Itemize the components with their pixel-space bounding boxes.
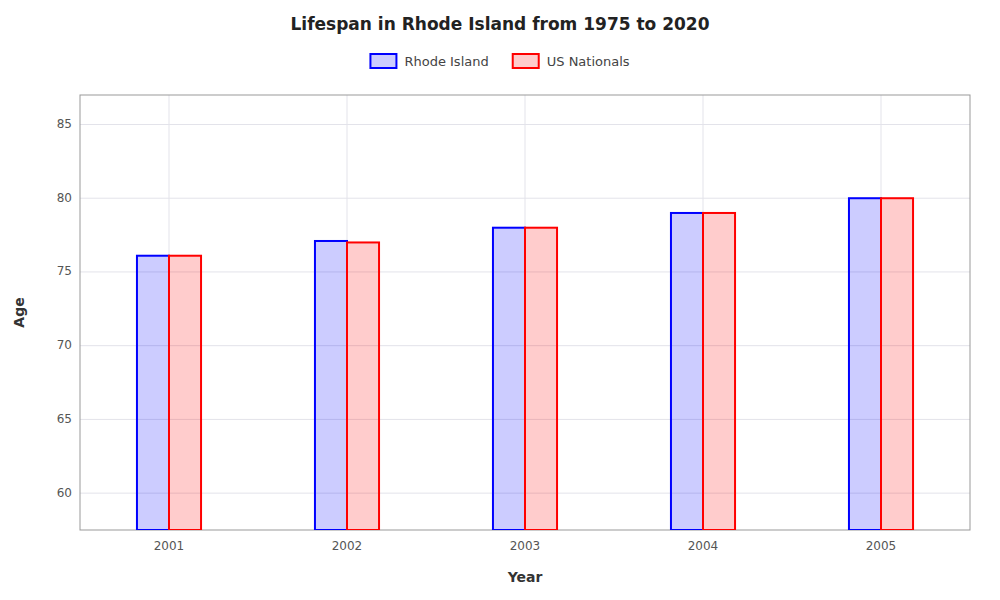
bar	[849, 198, 881, 530]
bar	[315, 241, 347, 530]
legend-swatch	[370, 54, 396, 68]
x-axis-label: Year	[507, 569, 543, 585]
chart-title: Lifespan in Rhode Island from 1975 to 20…	[291, 14, 710, 34]
axes: 60 65 70 75 80 85 2001 2002 2003 2004 2005	[57, 117, 897, 553]
x-tick-label: 2005	[866, 539, 897, 553]
x-tick-label: 2003	[510, 539, 541, 553]
y-axis-label: Age	[11, 297, 27, 327]
bar	[525, 228, 557, 530]
y-tick-label: 75	[57, 264, 72, 278]
y-tick-label: 70	[57, 338, 72, 352]
y-tick-label: 60	[57, 486, 72, 500]
bar	[493, 228, 525, 530]
bar	[169, 256, 201, 530]
bars	[137, 198, 913, 530]
x-tick-label: 2002	[332, 539, 363, 553]
bar	[137, 256, 169, 530]
plot-frame	[80, 95, 970, 530]
grid	[80, 95, 970, 530]
legend-label: Rhode Island	[404, 54, 488, 69]
legend-item: US Nationals	[513, 54, 630, 69]
y-tick-label: 85	[57, 117, 72, 131]
y-tick-label: 80	[57, 191, 72, 205]
chart-svg: 60 65 70 75 80 85 2001 2002 2003 2004 2005 Year Age L…	[0, 0, 1000, 600]
legend-item: Rhode Island	[370, 54, 488, 69]
legend-swatch	[513, 54, 539, 68]
chart-container: 60 65 70 75 80 85 2001 2002 2003 2004 2005 Year Age L…	[0, 0, 1000, 600]
bar	[703, 213, 735, 530]
bar	[881, 198, 913, 530]
legend: Rhode Island US Nationals	[370, 54, 629, 69]
x-tick-label: 2001	[154, 539, 185, 553]
bar	[671, 213, 703, 530]
y-tick-label: 65	[57, 412, 72, 426]
bar	[347, 242, 379, 530]
legend-label: US Nationals	[547, 54, 630, 69]
x-tick-label: 2004	[688, 539, 719, 553]
